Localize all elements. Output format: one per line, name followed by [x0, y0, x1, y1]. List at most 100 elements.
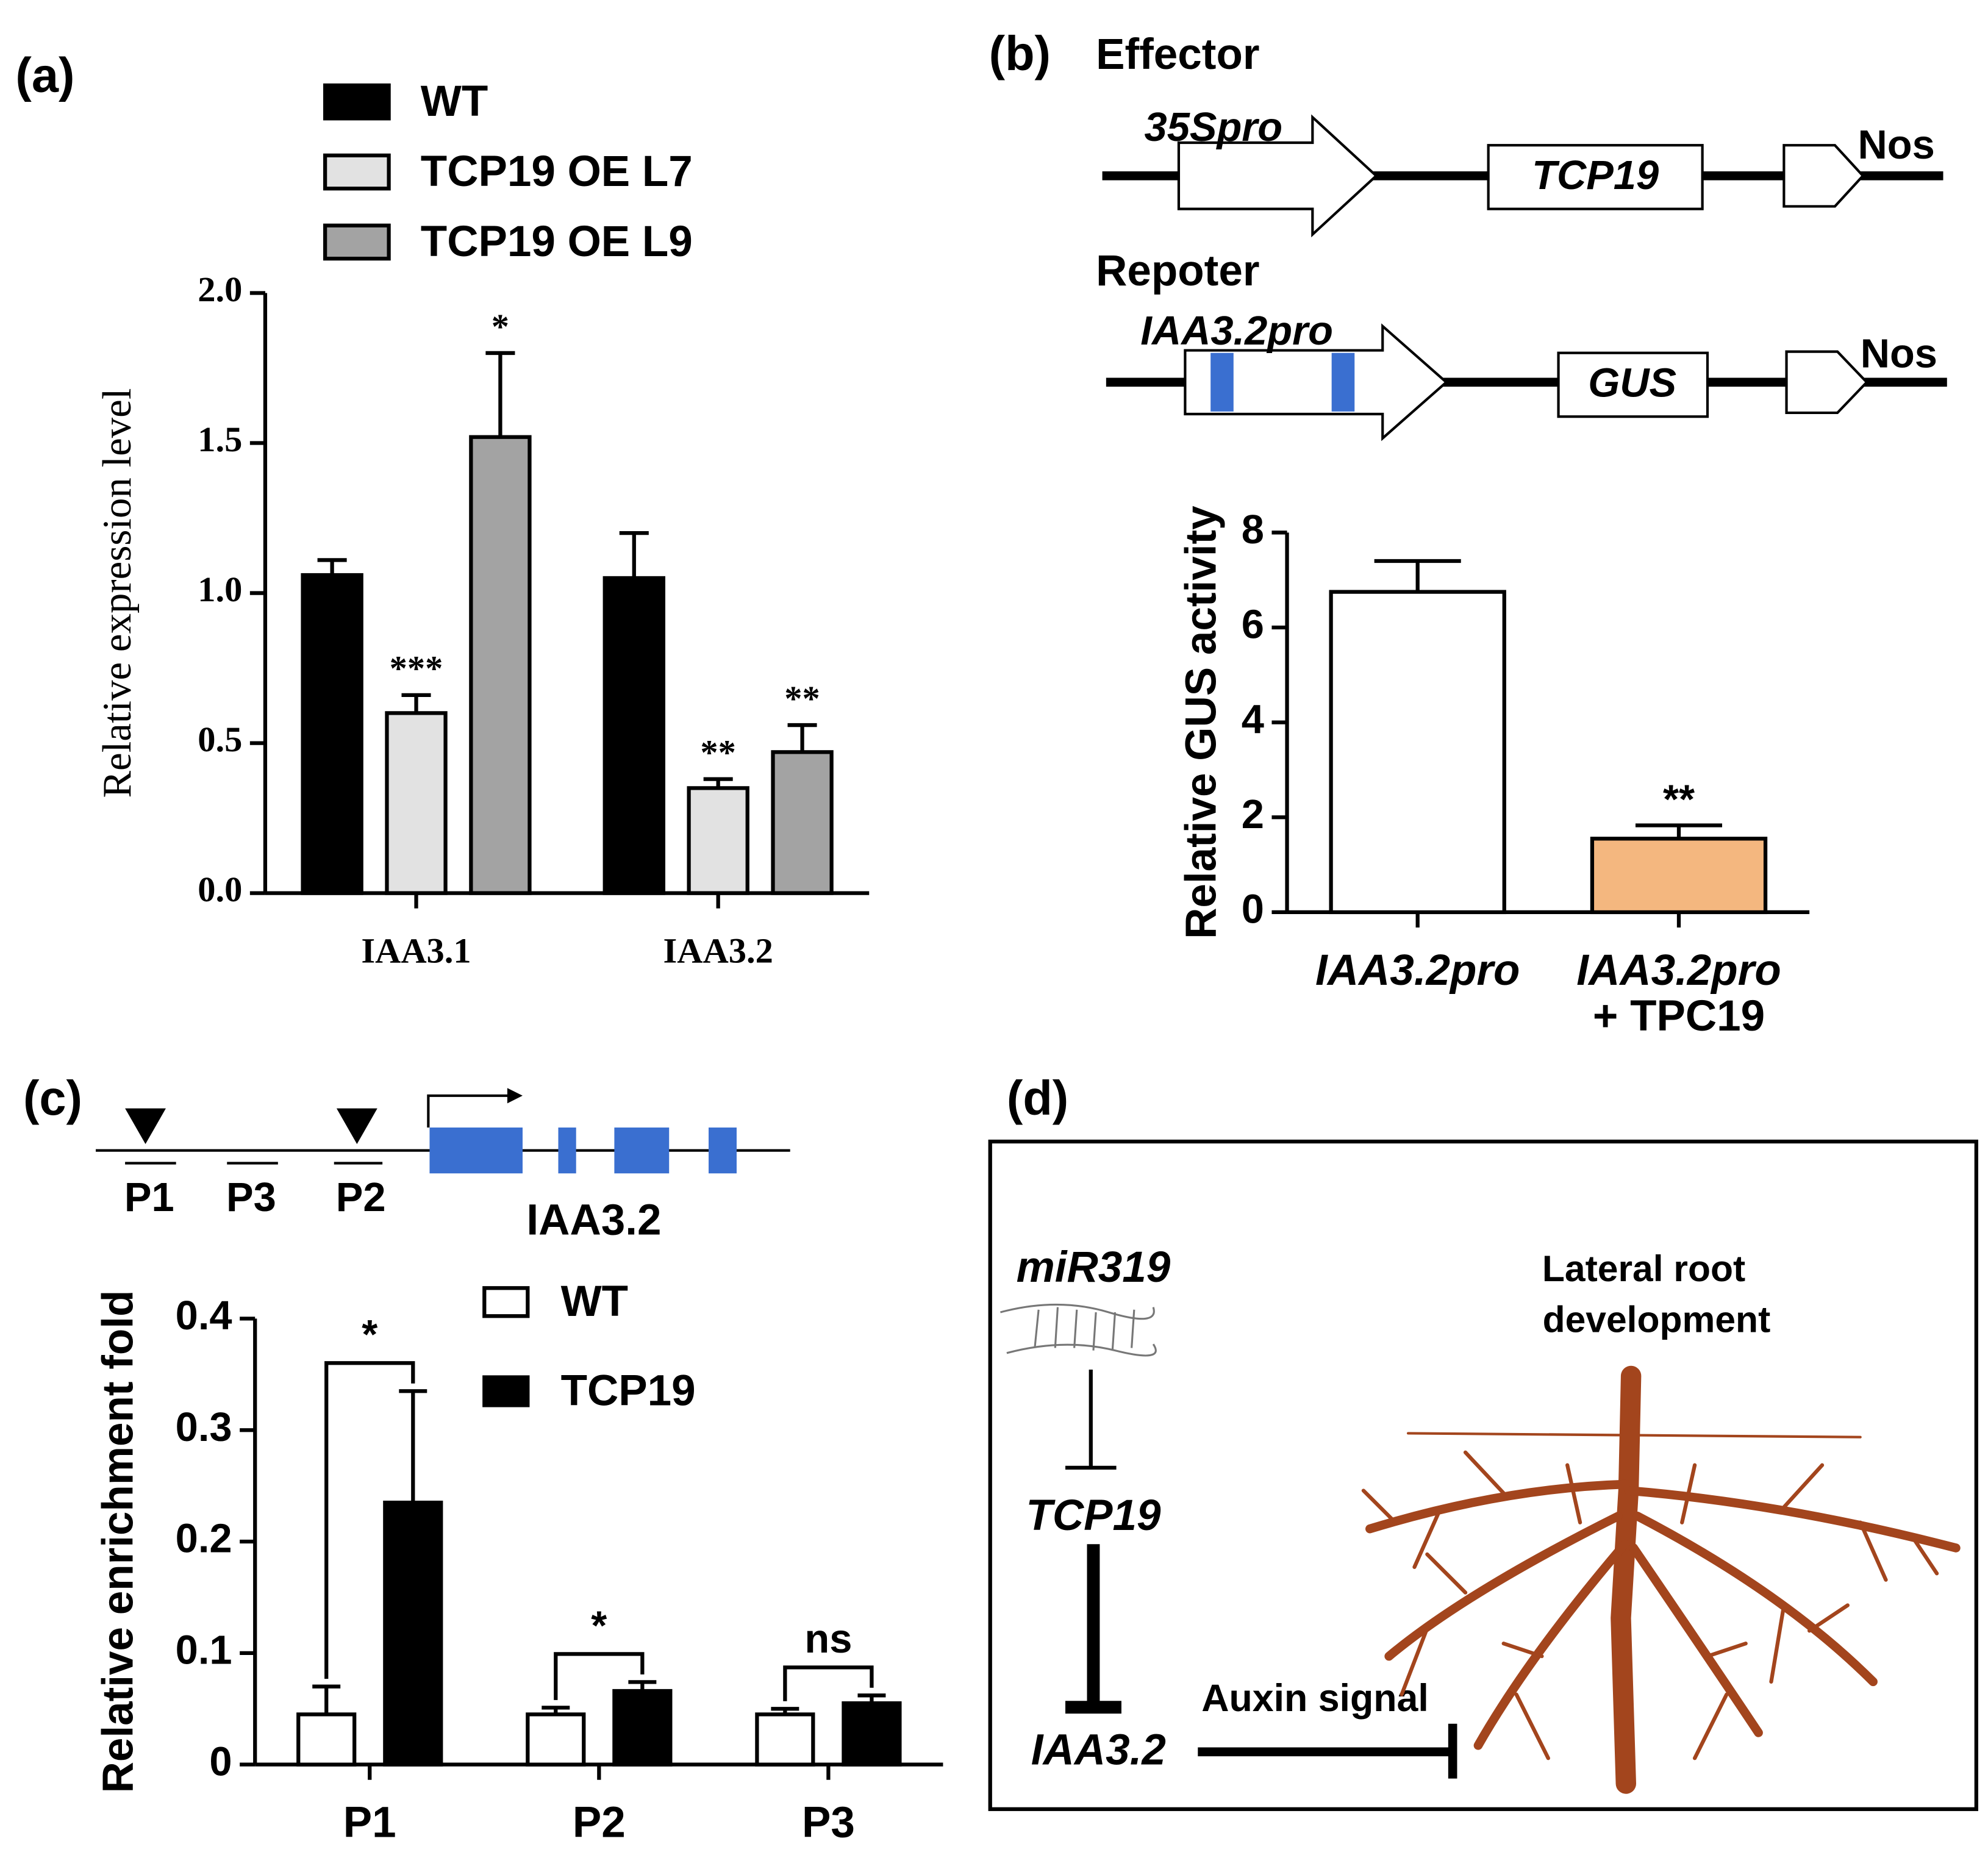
- gene-label: GUS: [1588, 360, 1676, 406]
- root: [1361, 1450, 1939, 1760]
- gene-box: [1557, 351, 1709, 418]
- bar: [469, 435, 532, 895]
- promoter-label: IAA3.2pro: [1140, 308, 1333, 354]
- y-tick-label: 1.5: [198, 420, 242, 459]
- root: [1611, 1365, 1642, 1794]
- model-frame: [988, 1139, 1978, 1811]
- error-bar: [771, 1707, 799, 1715]
- bar: [602, 576, 665, 895]
- root: [1365, 1479, 1961, 1750]
- binding-site: [1331, 352, 1355, 412]
- comparison-bracket: [324, 1361, 415, 1679]
- tss-arrowhead: [507, 1088, 523, 1104]
- legend-swatch: [323, 83, 391, 121]
- comparison-bracket: [783, 1665, 874, 1701]
- panel-label: (b): [989, 26, 1051, 80]
- error-bar: [401, 693, 431, 713]
- bar: [612, 1689, 673, 1767]
- outcome-label: Lateral root: [1542, 1248, 1745, 1289]
- x-tick-label: P3: [802, 1799, 855, 1847]
- legend-label: TCP19 OE L7: [421, 148, 693, 196]
- error-bar: [317, 558, 347, 576]
- binding-site-marker: [125, 1108, 166, 1145]
- y-tick-label: 0.3: [176, 1404, 232, 1450]
- error-bar: [1374, 559, 1461, 592]
- probe-label: P2: [336, 1174, 386, 1220]
- exon: [614, 1128, 670, 1174]
- error-bar: [399, 1389, 427, 1503]
- tss-arrow: [427, 1094, 510, 1128]
- bar: [755, 1712, 815, 1767]
- construct-title: Repoter: [1096, 247, 1259, 295]
- x-tick-label: IAA3.2pro: [1315, 946, 1520, 995]
- mirna-icon: [1000, 1303, 1157, 1357]
- error-bar: [787, 723, 817, 752]
- error-bar: [542, 1706, 570, 1715]
- x-tick-label: IAA3.2: [663, 931, 773, 970]
- probe-label: P3: [226, 1174, 276, 1220]
- error-bar: [1635, 823, 1723, 839]
- significance-label: **: [784, 679, 820, 718]
- effector-construct: Effector 35Spro TCP19 Nos: [1096, 30, 1943, 238]
- outcome-label: development: [1543, 1299, 1771, 1340]
- gene-model: P1 P3 P2 IAA3.2: [96, 1088, 790, 1244]
- y-tick-label: 2: [1242, 792, 1264, 837]
- exon: [429, 1128, 523, 1174]
- comparison-label: *: [591, 1603, 607, 1648]
- error-bar: [857, 1693, 886, 1704]
- terminator-label: Nos: [1858, 122, 1935, 168]
- x-tick-label: IAA3.1: [361, 931, 471, 970]
- error-bar: [703, 777, 733, 788]
- legend-label: TCP19: [561, 1367, 696, 1415]
- y-tick-label: 0: [209, 1739, 232, 1784]
- error-bar: [485, 351, 515, 437]
- bar: [842, 1701, 902, 1767]
- panel-label: (a): [15, 48, 74, 102]
- gene-label: IAA3.2: [526, 1196, 661, 1244]
- y-tick-label: 1.0: [198, 570, 242, 609]
- y-tick-label: 0.0: [198, 870, 242, 909]
- comparison-label: *: [362, 1312, 377, 1357]
- exon: [709, 1128, 737, 1174]
- signal-label: Auxin signal: [1201, 1677, 1429, 1720]
- gene-box: [1487, 144, 1704, 210]
- legend-swatch: [482, 1375, 530, 1407]
- y-tick-label: 0.4: [176, 1293, 232, 1339]
- terminator: [1785, 350, 1869, 415]
- x-tick-label: P1: [343, 1799, 396, 1847]
- legend-label: WT: [421, 77, 488, 126]
- y-axis-label: Relative enrichment fold: [95, 1290, 143, 1793]
- y-axis-label: Relative GUS activity: [1177, 506, 1225, 939]
- bar: [385, 711, 448, 895]
- binding-site: [1210, 352, 1234, 412]
- bar: [296, 1712, 357, 1767]
- panel-label: (c): [23, 1071, 82, 1125]
- tf-label: TCP19: [1026, 1492, 1161, 1540]
- mirna-label: miR319: [1017, 1243, 1171, 1292]
- target-label: IAA3.2: [1031, 1726, 1166, 1775]
- terminator-label: Nos: [1861, 331, 1937, 377]
- y-tick-label: 4: [1242, 696, 1264, 742]
- terminator: [1782, 144, 1865, 208]
- bar: [687, 786, 749, 895]
- bar: [383, 1500, 443, 1767]
- comparison-label: ns: [804, 1616, 852, 1662]
- promoter-arrow: [1184, 323, 1448, 441]
- model-diagram: miR319 TCP19 IAA3.2 Auxin signal Lateral…: [988, 1139, 1978, 1811]
- error-bar: [619, 531, 649, 578]
- y-tick-label: 6: [1242, 602, 1264, 648]
- y-tick-label: 8: [1242, 507, 1264, 552]
- legend-label: TCP19 OE L9: [421, 218, 693, 266]
- bar: [771, 750, 834, 895]
- construct-title: Effector: [1096, 30, 1259, 79]
- x-tick-label: P2: [573, 1799, 626, 1847]
- significance-label: **: [700, 732, 735, 772]
- y-tick-label: 0.5: [198, 720, 242, 759]
- promoter-arrow: [1177, 114, 1378, 238]
- bar: [1590, 837, 1768, 915]
- bar: [1329, 590, 1506, 915]
- y-axis-label: Relative expression level: [95, 388, 140, 798]
- panel-label: (d): [1007, 1071, 1068, 1125]
- bar: [301, 573, 363, 895]
